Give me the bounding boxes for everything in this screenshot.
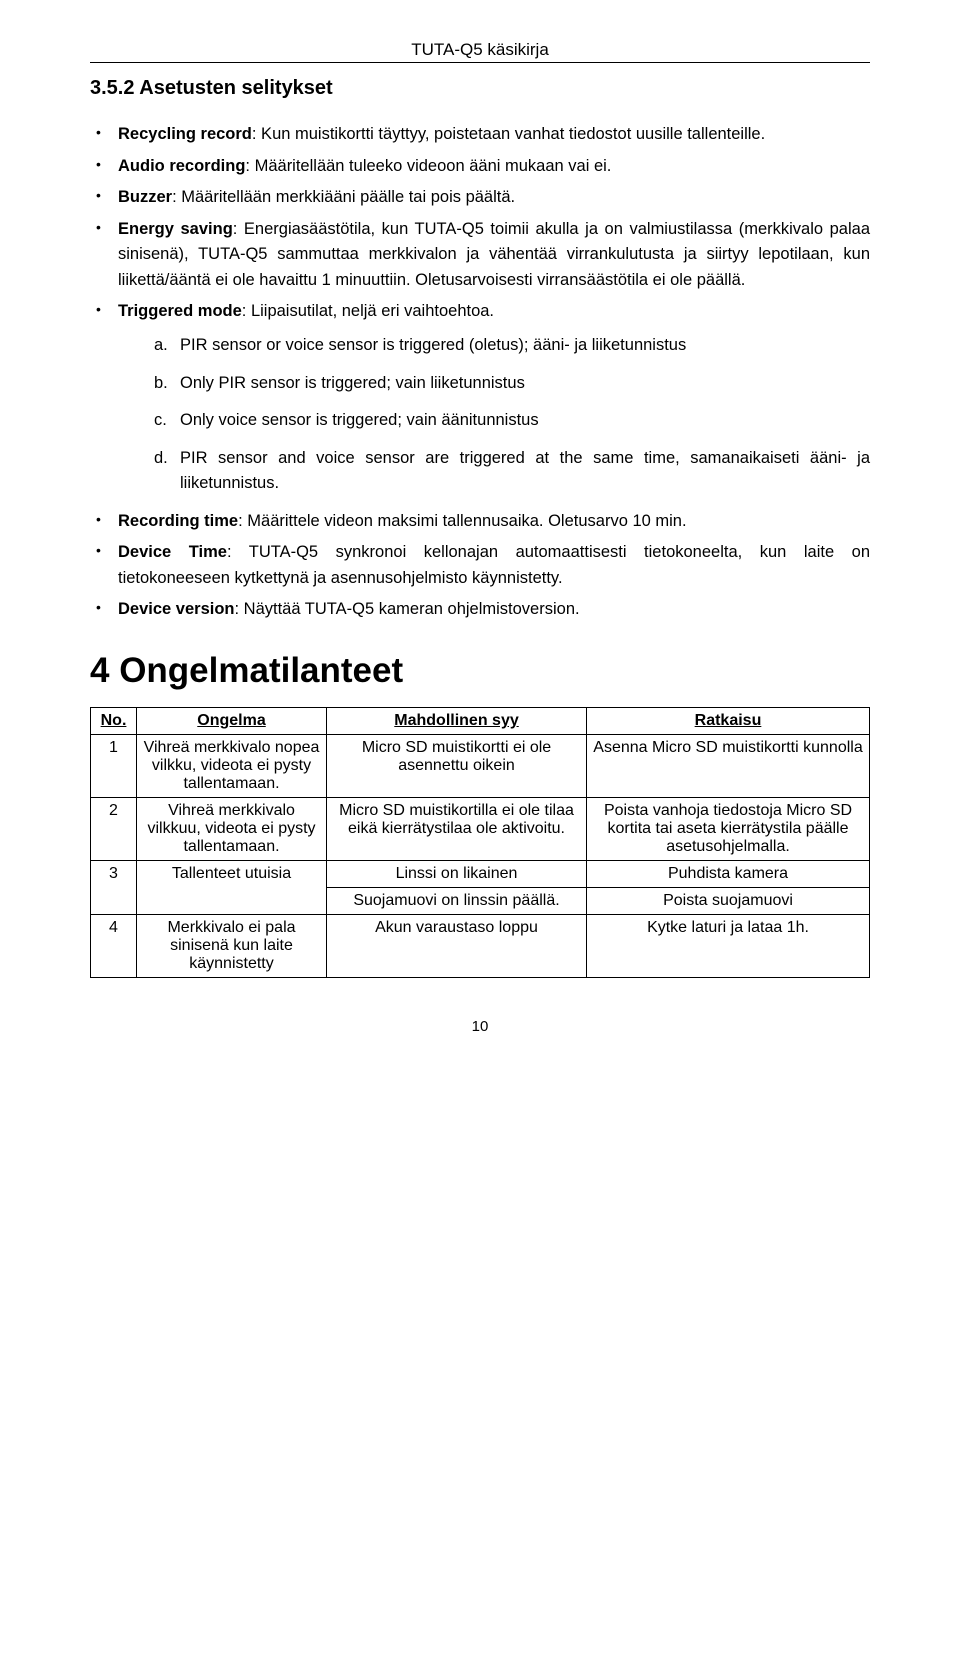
page-number: 10: [90, 1018, 870, 1035]
setting-label: Buzzer: [118, 188, 172, 206]
cell-cause: Akun varaustaso loppu: [327, 915, 587, 978]
setting-text: : Määritellään merkkiääni päälle tai poi…: [172, 188, 515, 206]
setting-item: Device Time: TUTA-Q5 synkronoi kellonaja…: [90, 540, 870, 591]
cell-fix: Asenna Micro SD muistikortti kunnolla: [587, 735, 870, 798]
sub-text: PIR sensor or voice sensor is triggered …: [180, 336, 686, 354]
sub-text: Only voice sensor is triggered; vain ään…: [180, 411, 539, 429]
setting-label: Audio recording: [118, 157, 245, 175]
settings-list: Recycling record: Kun muistikortti täytt…: [90, 122, 870, 623]
sub-item: b. Only PIR sensor is triggered; vain lii…: [154, 371, 870, 397]
cell-no: 1: [91, 735, 137, 798]
cell-fix: Kytke laturi ja lataa 1h.: [587, 915, 870, 978]
section-title: 3.5.2 Asetusten selitykset: [90, 77, 870, 100]
chapter-title: 4 Ongelmatilanteet: [90, 651, 870, 691]
setting-label: Device version: [118, 600, 234, 618]
setting-item: Energy saving: Energiasäästötila, kun TU…: [90, 217, 870, 294]
th-fix: Ratkaisu: [587, 708, 870, 735]
sub-item: c. Only voice sensor is triggered; vain ä…: [154, 408, 870, 434]
sub-marker: b.: [154, 371, 168, 397]
setting-text: : Näyttää TUTA-Q5 kameran ohjelmistovers…: [234, 600, 579, 618]
setting-item: Audio recording: Määritellään tuleeko vi…: [90, 154, 870, 180]
setting-label: Recycling record: [118, 125, 252, 143]
setting-text: : Määrittele videon maksimi tallennusaik…: [238, 512, 686, 530]
cell-problem: Merkkivalo ei pala sinisenä kun laite kä…: [137, 915, 327, 978]
cell-problem: Vihreä merkkivalo vilkkuu, videota ei py…: [137, 798, 327, 861]
setting-item: Triggered mode: Liipaisutilat, neljä eri…: [90, 299, 870, 496]
troubles-table: No. Ongelma Mahdollinen syy Ratkaisu 1 V…: [90, 707, 870, 978]
cell-cause: Linssi on likainen: [327, 861, 587, 888]
setting-item: Recycling record: Kun muistikortti täytt…: [90, 122, 870, 148]
table-row: 1 Vihreä merkkivalo nopea vilkku, videot…: [91, 735, 870, 798]
cell-no: 2: [91, 798, 137, 861]
setting-label: Recording time: [118, 512, 238, 530]
setting-label: Energy saving: [118, 220, 233, 238]
setting-text: : Liipaisutilat, neljä eri vaihtoehtoa.: [242, 302, 494, 320]
cell-fix: Puhdista kamera: [587, 861, 870, 888]
cell-cause: Suojamuovi on linssin päällä.: [327, 888, 587, 915]
th-no: No.: [91, 708, 137, 735]
th-problem: Ongelma: [137, 708, 327, 735]
setting-label: Device Time: [118, 543, 227, 561]
sub-item: d. PIR sensor and voice sensor are trigge…: [154, 446, 870, 497]
setting-item: Buzzer: Määritellään merkkiääni päälle t…: [90, 185, 870, 211]
setting-label: Triggered mode: [118, 302, 242, 320]
table-header-row: No. Ongelma Mahdollinen syy Ratkaisu: [91, 708, 870, 735]
setting-item: Device version: Näyttää TUTA-Q5 kameran …: [90, 597, 870, 623]
table-row: 4 Merkkivalo ei pala sinisenä kun laite …: [91, 915, 870, 978]
sub-marker: a.: [154, 333, 168, 359]
table-row: 3 Tallenteet utuisia Linssi on likainen …: [91, 861, 870, 888]
cell-problem: Vihreä merkkivalo nopea vilkku, videota …: [137, 735, 327, 798]
setting-item: Recording time: Määrittele videon maksim…: [90, 509, 870, 535]
document-header: TUTA-Q5 käsikirja: [90, 40, 870, 60]
cell-cause: Micro SD muistikortti ei ole asennettu o…: [327, 735, 587, 798]
cell-no: 4: [91, 915, 137, 978]
cell-problem: Tallenteet utuisia: [137, 861, 327, 915]
sub-item: a. PIR sensor or voice sensor is triggere…: [154, 333, 870, 359]
triggered-sublist: a. PIR sensor or voice sensor is triggere…: [118, 333, 870, 497]
setting-text: : TUTA-Q5 synkronoi kellonajan automaatt…: [118, 543, 870, 587]
cell-fix: Poista vanhoja tiedostoja Micro SD korti…: [587, 798, 870, 861]
sub-text: Only PIR sensor is triggered; vain liike…: [180, 374, 525, 392]
sub-text: PIR sensor and voice sensor are triggere…: [180, 449, 870, 493]
document-page: TUTA-Q5 käsikirja 3.5.2 Asetusten selity…: [0, 0, 960, 1075]
setting-text: : Määritellään tuleeko videoon ääni muka…: [245, 157, 611, 175]
header-rule: [90, 62, 870, 63]
cell-no: 3: [91, 861, 137, 915]
sub-marker: d.: [154, 446, 168, 472]
setting-text: : Kun muistikortti täyttyy, poistetaan v…: [252, 125, 765, 143]
cell-cause: Micro SD muistikortilla ei ole tilaa eik…: [327, 798, 587, 861]
table-row: 2 Vihreä merkkivalo vilkkuu, videota ei …: [91, 798, 870, 861]
th-cause: Mahdollinen syy: [327, 708, 587, 735]
cell-fix: Poista suojamuovi: [587, 888, 870, 915]
sub-marker: c.: [154, 408, 167, 434]
